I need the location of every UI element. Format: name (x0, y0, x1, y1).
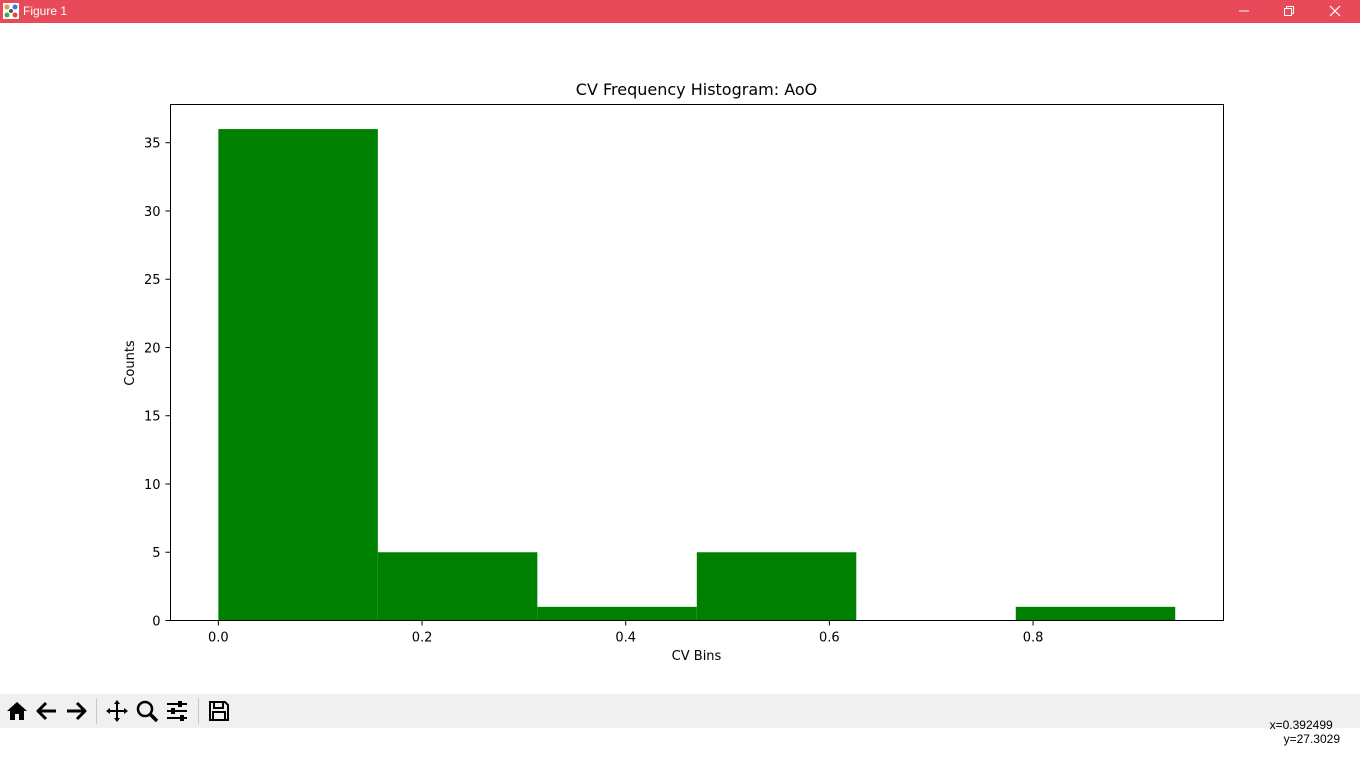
toolbar-separator (96, 698, 97, 724)
home-button[interactable] (3, 696, 31, 726)
y-tick-label: 0 (152, 615, 160, 630)
x-tick-label: 0.0 (208, 631, 229, 646)
x-ticks-group: 0.0 0.2 0.4 0.6 0.8 (208, 620, 1044, 646)
minimize-icon (1239, 10, 1249, 12)
pan-icon (106, 700, 128, 722)
window-title: Figure 1 (23, 4, 68, 18)
cursor-coordinates: x=0.392499 y=27.3029 (1256, 704, 1340, 760)
zoom-icon (136, 700, 159, 723)
bars-group (218, 129, 1176, 621)
forward-icon (67, 701, 87, 721)
pan-button[interactable] (103, 696, 131, 726)
restore-button[interactable] (1266, 0, 1312, 23)
configure-subplots-button[interactable] (163, 696, 191, 726)
histogram-bar (218, 129, 378, 621)
minimize-button[interactable] (1221, 0, 1267, 23)
app-icon (3, 3, 19, 19)
x-tick-label: 0.8 (1023, 631, 1044, 646)
save-button[interactable] (205, 696, 233, 726)
x-tick-label: 0.2 (412, 631, 433, 646)
coord-x: x=0.392499 (1269, 718, 1333, 732)
histogram-bar (537, 606, 697, 621)
y-tick-label: 25 (144, 273, 161, 288)
home-icon (7, 702, 27, 720)
y-axis-label: Counts (123, 340, 138, 386)
title-bar: Figure 1 (0, 0, 1360, 23)
forward-button[interactable] (62, 696, 90, 726)
zoom-button[interactable] (133, 696, 161, 726)
close-button[interactable] (1312, 0, 1358, 23)
histogram-bar (377, 552, 538, 621)
y-tick-label: 35 (144, 137, 161, 152)
chart-title: CV Frequency Histogram: AoO (576, 80, 817, 99)
figure-canvas[interactable]: 0.0 0.2 0.4 0.6 0.8 0 5 10 15 20 25 30 35 CV Freque… (0, 23, 1360, 694)
y-tick-label: 30 (144, 205, 161, 220)
x-tick-label: 0.4 (615, 631, 636, 646)
close-icon (1329, 5, 1341, 17)
axes-frame (170, 104, 1224, 621)
histogram-bar (696, 552, 857, 621)
histogram-bar (1015, 606, 1176, 621)
back-button[interactable] (33, 696, 61, 726)
save-icon (209, 701, 229, 721)
x-axis-label: CV Bins (672, 649, 722, 664)
y-tick-label: 20 (144, 341, 161, 356)
toolbar-separator (198, 698, 199, 724)
coord-y: y=27.3029 (1283, 732, 1340, 746)
x-tick-label: 0.6 (819, 631, 840, 646)
y-tick-label: 10 (144, 478, 161, 493)
navigation-toolbar: x=0.392499 y=27.3029 (0, 694, 1360, 746)
y-ticks-group: 0 5 10 15 20 25 30 35 (144, 137, 171, 630)
restore-icon (1284, 6, 1294, 16)
configure-subplots-icon (167, 701, 187, 721)
y-tick-label: 5 (152, 546, 160, 561)
y-tick-label: 15 (144, 410, 161, 425)
back-icon (36, 701, 56, 721)
histogram-chart: 0.0 0.2 0.4 0.6 0.8 0 5 10 15 20 25 30 35 CV Freque… (123, 80, 1224, 664)
